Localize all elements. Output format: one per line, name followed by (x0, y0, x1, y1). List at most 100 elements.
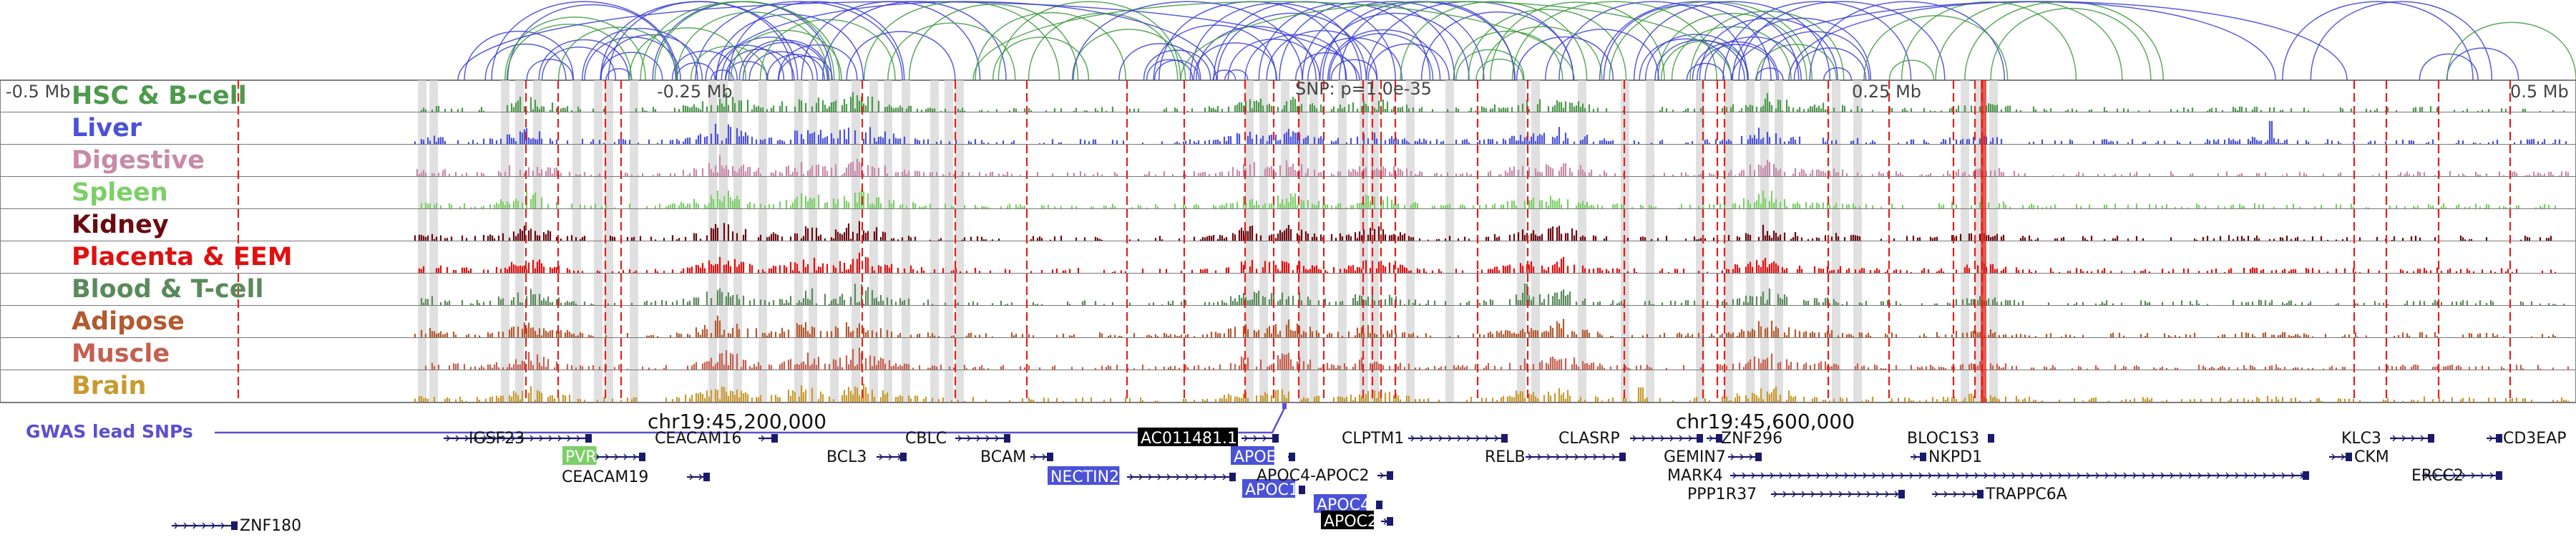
loop-arc (1468, 9, 1627, 81)
peak-shading (418, 80, 1998, 402)
loop-arc (1639, 38, 1732, 81)
loop-arc (972, 1, 1575, 81)
strand-arrows (2424, 472, 2494, 479)
track-label: Adipose (72, 307, 185, 336)
strand-arrows (174, 522, 225, 529)
loop-arc (484, 43, 567, 81)
loop-arc (1990, 8, 2152, 81)
loop-arc (1935, 1, 2123, 81)
strand-arrows (2489, 435, 2493, 442)
loop-arc (1599, 1, 1800, 81)
strand-arrows (1033, 453, 1046, 461)
axis-mid-left-label: -0.25 Mb (657, 82, 733, 102)
loop-arc (1722, 1, 1912, 81)
coordinate-left: chr19:45,200,000 (648, 410, 826, 433)
loop-arc (628, 27, 747, 81)
gene-highlight (1242, 479, 1295, 498)
strand-arrows (1410, 435, 1498, 442)
loop-arc (777, 44, 858, 81)
gene-exon (1697, 434, 1703, 443)
loop-arc (671, 50, 738, 81)
signal-track (420, 92, 2565, 112)
loop-arc (1888, 59, 1935, 81)
loop-arc (1544, 29, 1659, 81)
loop-arc (1644, 34, 1749, 81)
loop-arc (1692, 41, 1780, 81)
gene-label: TRAPPC6A (1985, 486, 2067, 503)
track-label: HSC & B-cell (72, 82, 247, 110)
chromatin-loop-arcs (457, 1, 2576, 81)
gene-exon (1501, 434, 1508, 443)
gene-exon (1898, 490, 1905, 498)
loop-arc (705, 44, 785, 81)
loop-arc (2282, 1, 2474, 81)
loop-arc (1400, 1, 1588, 81)
loop-arc (457, 1, 1360, 81)
track-label: Brain (72, 372, 146, 400)
track-label: Placenta & EEM (72, 243, 293, 271)
loop-arc (1153, 59, 1200, 81)
loop-arc (1788, 1, 2276, 81)
loop-arc (1686, 62, 1725, 81)
loop-arc (1146, 59, 1194, 81)
strand-arrows (1528, 453, 1616, 461)
loop-arc (908, 4, 1079, 81)
gene-exon (2346, 453, 2352, 461)
signal-track (416, 155, 2570, 176)
gene-exon (1716, 434, 1722, 443)
loop-arc (1212, 69, 1236, 81)
loop-arc (1558, 1, 1749, 81)
gene-exon (1920, 453, 1926, 461)
loop-arc (1330, 59, 1377, 81)
gene-label: KLC3 (2341, 430, 2381, 448)
strand-arrows (1732, 472, 2304, 479)
loop-arc (1328, 33, 1434, 81)
track-label: Spleen (72, 178, 168, 207)
gene-exon (1229, 473, 1236, 481)
gene-label: CLASRP (1558, 430, 1620, 448)
gene-label: CBLC (905, 430, 947, 448)
loop-arc (1180, 1, 1732, 81)
gene-exon (231, 521, 238, 530)
loop-arc (464, 31, 575, 81)
gene-exon (639, 453, 645, 461)
loop-arc (1143, 49, 1211, 81)
loop-arc (491, 1, 678, 81)
loop-arc (675, 11, 829, 81)
gene-label: ZNF180 (240, 517, 301, 535)
loop-arc (759, 19, 896, 81)
gene-exon (1988, 434, 1994, 443)
loop-arc (1475, 58, 1524, 81)
gene-exon (1004, 434, 1010, 443)
loop-arc (1307, 37, 1403, 81)
gwas-lead-snp-row: GWAS lead SNPs (26, 403, 1287, 442)
gene-label: AC011481.1 (1141, 430, 1237, 448)
loop-arc (1823, 67, 1852, 81)
gene-label: CEACAM16 (655, 430, 741, 448)
gene-label: APOC4-APOC2 (1257, 467, 1369, 485)
loop-arc (1516, 36, 1614, 81)
gene-exon (771, 434, 778, 443)
loop-arc (748, 51, 814, 81)
strand-arrows (1380, 472, 1384, 479)
loop-arc (975, 11, 1127, 81)
strand-arrows (1730, 453, 1753, 461)
signal-track (420, 284, 2565, 305)
loop-arc (1196, 26, 1317, 81)
gene-exon (1272, 434, 1279, 443)
strand-arrows (446, 435, 580, 442)
axis-right-label: 0.5 Mb (2510, 82, 2569, 102)
gene-label: ERCC2 (2411, 467, 2464, 485)
gwas-lead-snps-label: GWAS lead SNPs (26, 421, 193, 442)
loop-arc (690, 45, 768, 81)
lead-snp-band (1981, 80, 1986, 402)
loop-arc (1482, 26, 1603, 81)
signal-track (414, 315, 2557, 337)
loop-arc (846, 31, 956, 81)
strand-arrows (761, 435, 765, 442)
gene-label: CD3EAP (2503, 430, 2567, 448)
loop-arc (1657, 13, 1807, 81)
loop-arc (992, 37, 1090, 81)
loop-arc (778, 55, 833, 81)
